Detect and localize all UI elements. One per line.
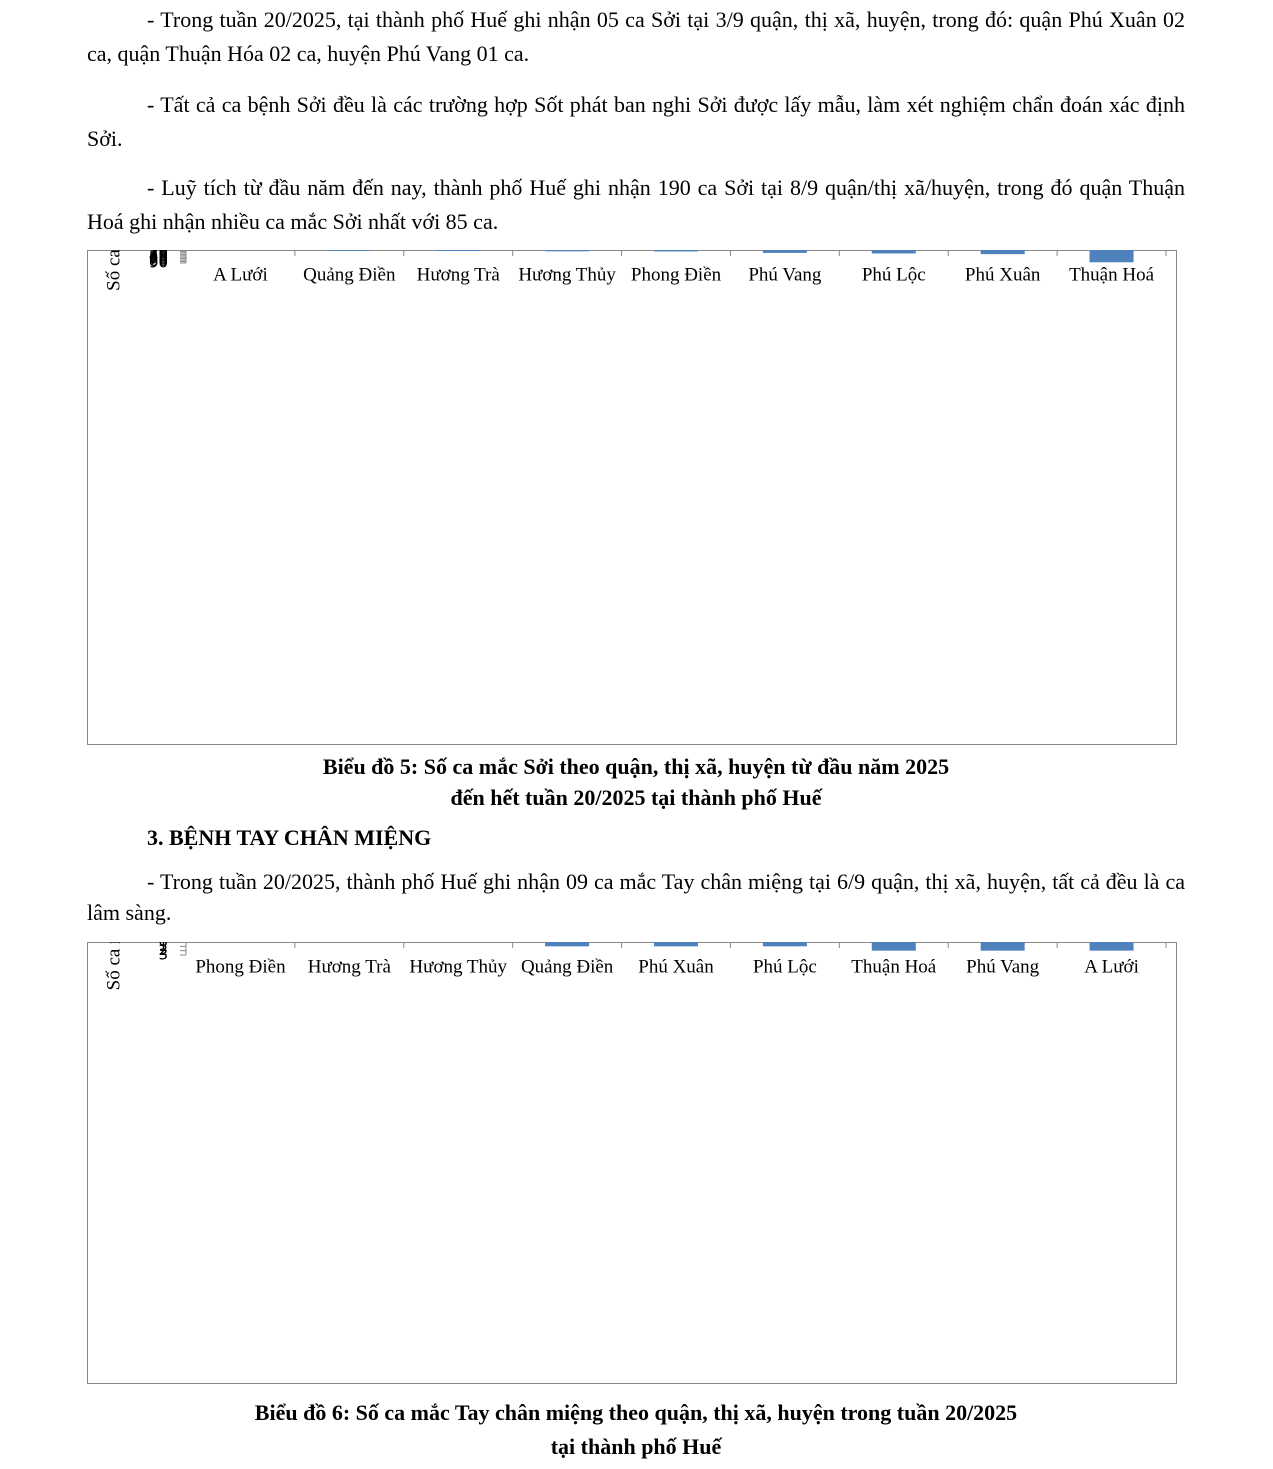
x-tick-label: Phú Vang [748,264,822,285]
caption: đến hết tuần 20/2025 tại thành phố Huế [450,785,822,810]
y-tick-label: 60 [149,250,168,267]
paragraph: - Trong tuần 20/2025, tại thành phố Huế … [87,7,1185,66]
x-tick-label: Phú Lộc [753,956,817,977]
y-tick-label: 10 [149,250,168,260]
y-axis-label: Số ca mắc TCM [103,942,124,990]
y-tick-label: 20 [149,250,168,261]
y-tick-label: 0 [158,942,168,951]
chart: Số ca mắc Sởi0102030405060708090A Lưới0Q… [87,250,1177,745]
y-tick-label: 80 [149,252,168,270]
x-tick-label: Thuận Hoá [1069,264,1155,285]
x-tick-label: Phong Điền [631,264,722,285]
chart-border [87,942,1177,1384]
caption: Biểu đồ 5: Số ca mắc Sởi theo quận, thị … [322,754,950,779]
bar [654,250,698,252]
data-label: 85 [1102,250,1121,251]
x-tick-label: Phong Điền [195,956,286,977]
bar [1089,942,1134,951]
bar [545,250,590,252]
x-tick-label: Quảng Điền [521,956,614,977]
paragraph: - Tất cả ca bệnh Sởi đều là các trường h… [87,92,1185,151]
bar [436,250,481,252]
heading: 3. BỆNH TAY CHÂN MIỆNG [147,825,432,850]
y-tick-label: 40 [149,250,168,264]
bar [762,250,807,253]
bar [327,250,372,251]
x-tick-label: A Lưới [1084,956,1139,977]
x-tick-label: A Lưới [213,264,268,285]
bar [871,942,916,951]
caption: Biểu đồ 6: Số ca mắc Tay chân miệng theo… [254,1400,1018,1425]
paragraph: - Trong tuần 20/2025, thành phố Huế ghi … [87,869,1185,925]
y-tick-label: 1 [158,942,168,955]
x-tick-label: Hương Trà [308,956,392,977]
bar [762,942,807,947]
y-tick-label: 70 [149,251,168,269]
chart: Số ca mắc TCM0123Phong Điền0Hương Trà0Hư… [87,942,1177,1384]
y-tick-label: 3 [158,946,168,964]
y-tick-label: 0 [158,250,168,259]
chart-border [87,250,1177,745]
x-tick-label: Thuận Hoá [851,956,937,977]
y-tick-label: 2 [158,942,168,959]
paragraph: - Luỹ tích từ đầu năm đến nay, thành phố… [87,175,1185,234]
x-tick-label: Phú Lộc [862,264,926,285]
x-tick-label: Phú Xuân [638,956,714,977]
bar [980,250,1025,255]
x-tick-label: Quảng Điền [303,264,396,285]
y-tick-label: 90 [149,254,168,272]
x-tick-label: Hương Trà [417,264,501,285]
y-axis-label: Số ca mắc Sởi [103,250,124,291]
x-tick-label: Phú Xuân [965,264,1041,285]
bar [871,250,916,254]
x-tick-label: Phú Vang [966,956,1040,977]
x-tick-label: Hương Thủy [409,956,507,977]
bar [1089,250,1134,263]
bar [654,942,698,947]
x-tick-label: Hương Thủy [518,264,616,285]
caption: tại thành phố Huế [550,1434,722,1459]
bar [980,942,1025,951]
bar [545,942,590,947]
y-tick-label: 30 [149,250,168,263]
y-tick-label: 50 [149,250,168,266]
